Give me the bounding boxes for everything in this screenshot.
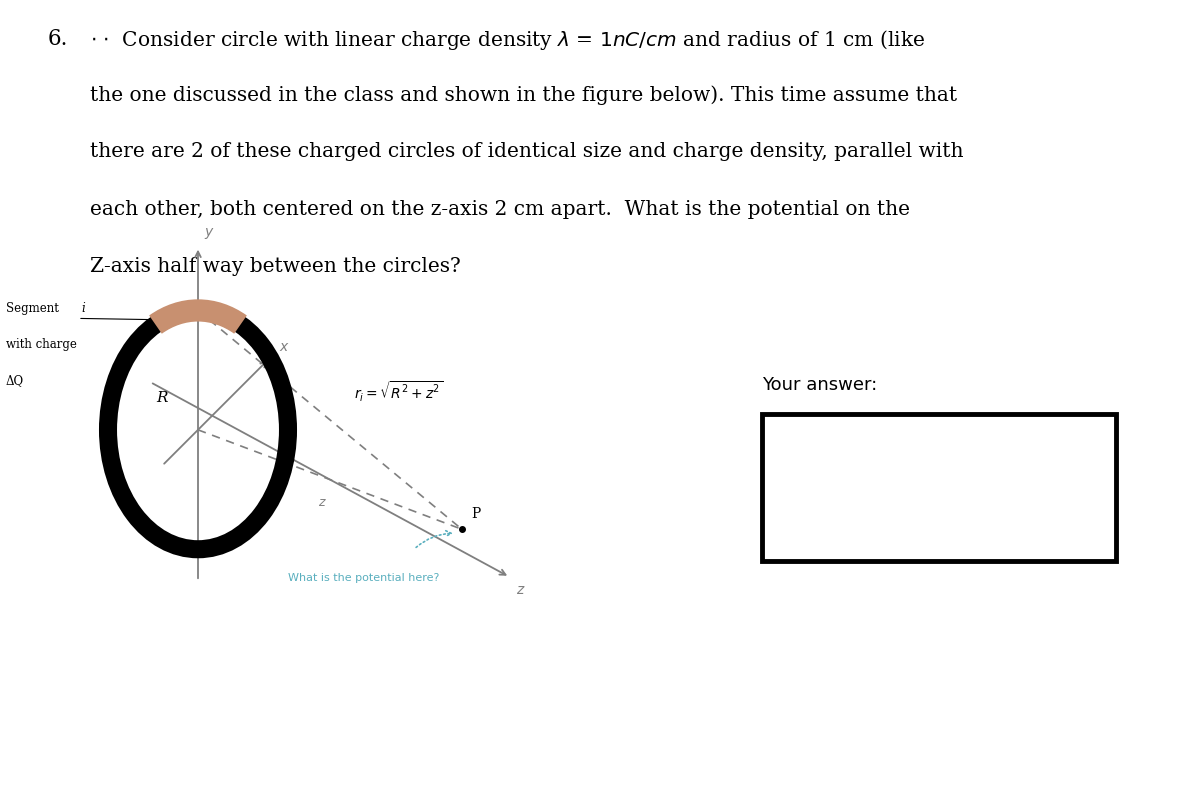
Text: $r_i = \sqrt{R^2 + z^2}$: $r_i = \sqrt{R^2 + z^2}$ bbox=[354, 380, 443, 404]
Text: z: z bbox=[318, 495, 324, 509]
Text: with charge: with charge bbox=[6, 338, 77, 351]
Text: x: x bbox=[280, 340, 288, 354]
FancyBboxPatch shape bbox=[762, 414, 1116, 561]
Text: 6.: 6. bbox=[48, 28, 68, 50]
Text: ΔQ: ΔQ bbox=[6, 374, 24, 387]
Text: there are 2 of these charged circles of identical size and charge density, paral: there are 2 of these charged circles of … bbox=[90, 142, 964, 162]
Text: each other, both centered on the z-axis 2 cm apart.  What is the potential on th: each other, both centered on the z-axis … bbox=[90, 200, 910, 219]
Text: R: R bbox=[156, 391, 168, 405]
Text: Your answer:: Your answer: bbox=[762, 376, 877, 394]
Text: Z-axis half way between the circles?: Z-axis half way between the circles? bbox=[90, 257, 461, 276]
Text: What is the potential here?: What is the potential here? bbox=[288, 573, 439, 583]
Text: Segment: Segment bbox=[6, 302, 62, 315]
Text: P: P bbox=[472, 507, 481, 521]
Text: z: z bbox=[516, 583, 523, 598]
Text: y: y bbox=[204, 224, 212, 239]
Text: i: i bbox=[82, 302, 85, 315]
Text: $\cdot$ $\cdot$  Consider circle with linear charge density $\lambda$ = $1nC/cm$: $\cdot$ $\cdot$ Consider circle with lin… bbox=[90, 28, 925, 52]
Text: the one discussed in the class and shown in the figure below). This time assume : the one discussed in the class and shown… bbox=[90, 85, 958, 105]
